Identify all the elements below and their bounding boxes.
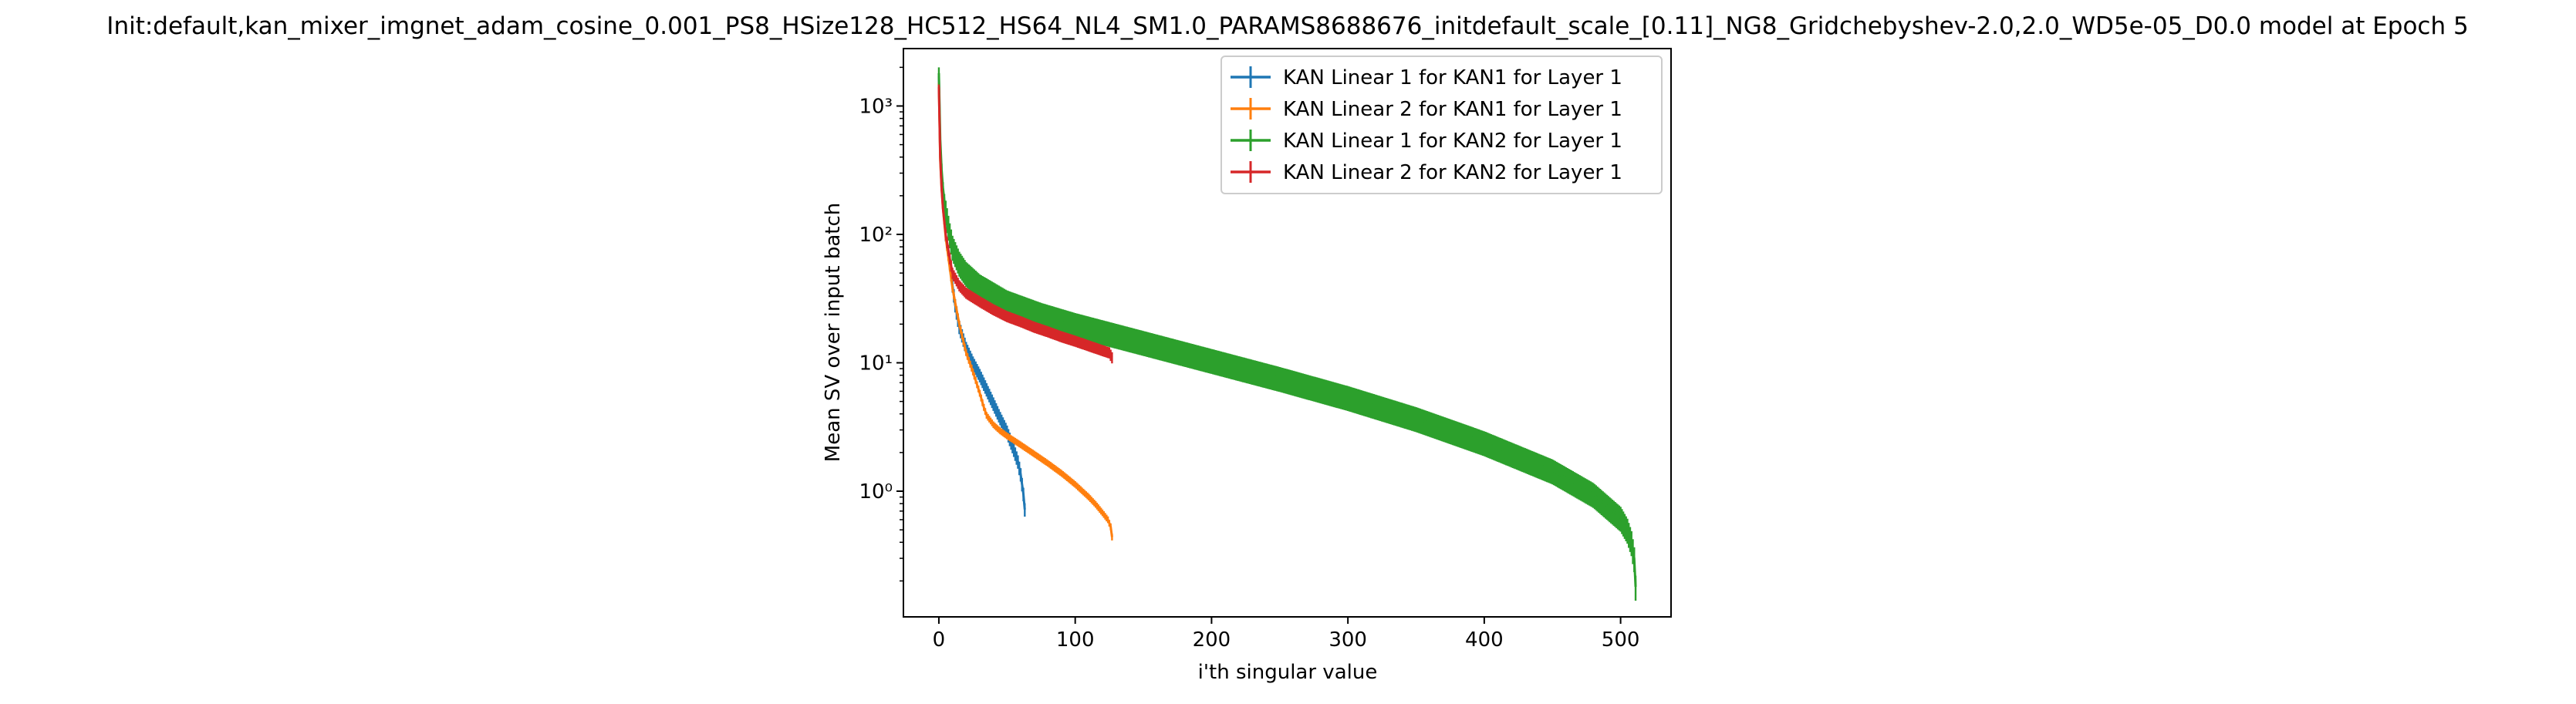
series-layer	[937, 67, 1637, 601]
series-3	[937, 67, 1637, 601]
legend: KAN Linear 1 for KAN1 for Layer 1 KAN Lin…	[1220, 56, 1663, 194]
x-tick-label: 400	[1465, 628, 1504, 652]
legend-label: KAN Linear 2 for KAN2 for Layer 1	[1283, 161, 1622, 184]
legend-box	[1220, 56, 1663, 194]
legend-item: KAN Linear 2 for KAN1 for Layer 1	[1231, 98, 1622, 121]
x-tick-label: 300	[1329, 628, 1367, 652]
y-axis: 10⁰ 10¹ 10² 10³	[859, 66, 903, 582]
legend-label: KAN Linear 1 for KAN2 for Layer 1	[1283, 130, 1622, 153]
legend-label: KAN Linear 1 for KAN1 for Layer 1	[1283, 66, 1622, 89]
legend-item: KAN Linear 2 for KAN2 for Layer 1	[1231, 161, 1622, 184]
series-4-line	[937, 87, 1113, 359]
legend-item: KAN Linear 1 for KAN2 for Layer 1	[1231, 130, 1622, 153]
x-axis: 0 100 200 300 400 500	[933, 617, 1640, 652]
legend-item: KAN Linear 1 for KAN1 for Layer 1	[1231, 66, 1622, 89]
legend-label: KAN Linear 2 for KAN1 for Layer 1	[1283, 98, 1622, 121]
y-tick-label: 10³	[859, 95, 893, 118]
x-tick-label: 0	[933, 628, 946, 652]
x-tick-label: 500	[1602, 628, 1640, 652]
y-tick-label: 10²	[859, 224, 893, 247]
x-axis-label: i'th singular value	[1198, 661, 1378, 684]
axes-frame	[903, 48, 1672, 618]
chart-title: Init:default,kan_mixer_imgnet_adam_cosin…	[106, 12, 2468, 40]
series-4	[937, 84, 1113, 364]
y-tick-label: 10¹	[859, 352, 893, 375]
y-tick-label: 10⁰	[859, 480, 893, 504]
y-axis-label: Mean SV over input batch	[822, 203, 845, 462]
x-tick-label: 200	[1193, 628, 1231, 652]
series-2-line	[937, 83, 1113, 537]
x-tick-label: 100	[1056, 628, 1095, 652]
series-3-line	[937, 72, 1637, 588]
